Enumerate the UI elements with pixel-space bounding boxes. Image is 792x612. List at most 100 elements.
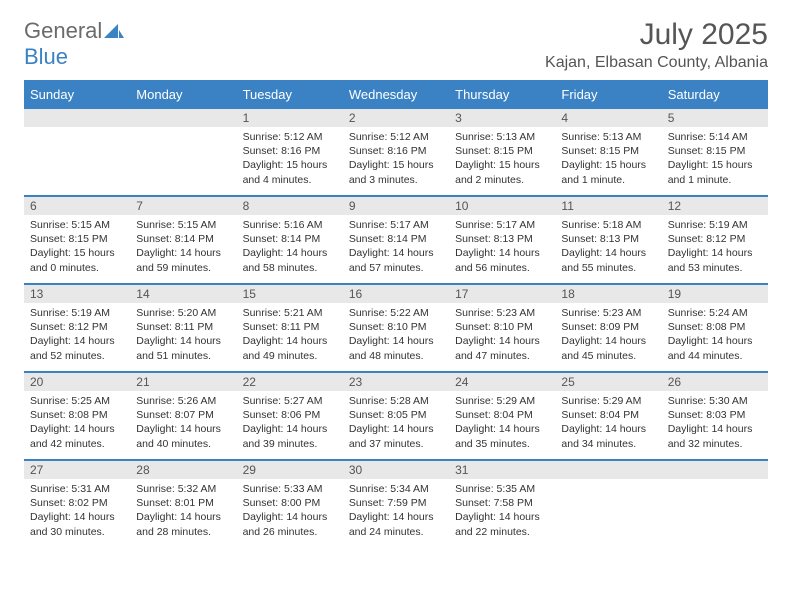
day-cell: 21Sunrise: 5:26 AMSunset: 8:07 PMDayligh… (130, 372, 236, 460)
sunset-line: Sunset: 8:02 PM (30, 497, 108, 509)
sunrise-line: Sunrise: 5:29 AM (455, 395, 535, 407)
day-number-empty (130, 109, 236, 127)
sunrise-line: Sunrise: 5:33 AM (243, 483, 323, 495)
day-number: 28 (130, 461, 236, 479)
day-number-empty (662, 461, 768, 479)
day-cell: 30Sunrise: 5:34 AMSunset: 7:59 PMDayligh… (343, 460, 449, 548)
day-body: Sunrise: 5:25 AMSunset: 8:08 PMDaylight:… (24, 391, 130, 455)
sunset-line: Sunset: 8:10 PM (349, 321, 427, 333)
weekday-header: Thursday (449, 81, 555, 108)
day-body: Sunrise: 5:17 AM Sunset: 8:14 PM Daylight:… (343, 215, 449, 279)
sunset-line: Sunset: 7:59 PM (349, 497, 427, 509)
day-number: 7 (130, 197, 236, 215)
day-body: Sunrise: 5:29 AMSunset: 8:04 PMDaylight:… (555, 391, 661, 455)
day-cell: 28Sunrise: 5:32 AMSunset: 8:01 PMDayligh… (130, 460, 236, 548)
day-number-empty (555, 461, 661, 479)
week-row: 1Sunrise: 5:12 AMSunset: 8:16 PMDaylight… (24, 108, 768, 196)
sunrise-line: Sunrise: 5:12 AM (243, 131, 323, 143)
daylight-line: Daylight: 14 hours and 51 minutes. (136, 335, 221, 361)
sunrise-line: Sunrise: 5:23 AM (455, 307, 535, 319)
sunrise-line: Sunrise: 5:34 AM (349, 483, 429, 495)
day-body-empty (662, 479, 768, 529)
logo-text-general: General (24, 18, 102, 43)
day-body: Sunrise: 5:20 AMSunset: 8:11 PMDaylight:… (130, 303, 236, 367)
sunset-line: Sunset: 8:04 PM (561, 409, 639, 421)
day-cell: 11Sunrise: 5:18 AMSunset: 8:13 PMDayligh… (555, 196, 661, 284)
day-body: Sunrise: 5:16 AMSunset: 8:14 PMDaylight:… (237, 215, 343, 279)
day-body: Sunrise: 5:23 AMSunset: 8:09 PMDaylight:… (555, 303, 661, 367)
day-number: 11 (555, 197, 661, 215)
sunrise-line: Sunrise: 5:12 AM (349, 131, 429, 143)
weekday-header-row: SundayMondayTuesdayWednesdayThursdayFrid… (24, 81, 768, 108)
sunrise-line: Sunrise: 5:21 AM (243, 307, 323, 319)
daylight-line: Daylight: 15 hours and 1 minute. (668, 159, 753, 185)
day-cell: 7Sunrise: 5:15 AMSunset: 8:14 PMDaylight… (130, 196, 236, 284)
daylight-line: Daylight: 14 hours and 47 minutes. (455, 335, 540, 361)
day-number: 25 (555, 373, 661, 391)
sunset-line: Sunset: 8:09 PM (561, 321, 639, 333)
day-cell: 8Sunrise: 5:16 AMSunset: 8:14 PMDaylight… (237, 196, 343, 284)
logo-sail-icon (104, 22, 124, 43)
sunrise-line: Sunrise: 5:17 AM (349, 219, 429, 231)
day-body: Sunrise: 5:15 AMSunset: 8:14 PMDaylight:… (130, 215, 236, 279)
day-number: 19 (662, 285, 768, 303)
day-number: 31 (449, 461, 555, 479)
daylight-line: Daylight: 14 hours and 40 minutes. (136, 423, 221, 449)
sunset-line: Sunset: 8:14 PM (243, 233, 321, 245)
weekday-header: Monday (130, 81, 236, 108)
day-cell: 17Sunrise: 5:23 AMSunset: 8:10 PMDayligh… (449, 284, 555, 372)
day-body-empty (24, 127, 130, 177)
sunrise-line: Sunrise: 5:19 AM (668, 219, 748, 231)
day-body: Sunrise: 5:14 AMSunset: 8:15 PMDaylight:… (662, 127, 768, 191)
day-body: Sunrise: 5:22 AMSunset: 8:10 PMDaylight:… (343, 303, 449, 367)
sunset-line: Sunset: 8:13 PM (561, 233, 639, 245)
sunrise-line: Sunrise: 5:16 AM (243, 219, 323, 231)
sunrise-line: Sunrise: 5:32 AM (136, 483, 216, 495)
sunrise-line: Sunrise: 5:15 AM (30, 219, 110, 231)
sunrise-line: Sunrise: 5:23 AM (561, 307, 641, 319)
daylight-line: Daylight: 14 hours and 35 minutes. (455, 423, 540, 449)
sunrise-line: Sunrise: 5:35 AM (455, 483, 535, 495)
week-row: 6Sunrise: 5:15 AMSunset: 8:15 PMDaylight… (24, 196, 768, 284)
sunrise-line: Sunrise: 5:20 AM (136, 307, 216, 319)
daylight-line: Daylight: 14 hours and 52 minutes. (30, 335, 115, 361)
day-cell (555, 460, 661, 548)
day-cell: 2Sunrise: 5:12 AMSunset: 8:16 PMDaylight… (343, 108, 449, 196)
sunrise-line: Sunrise: 5:30 AM (668, 395, 748, 407)
daylight-line: Daylight: 14 hours and 57 minutes. (349, 247, 434, 273)
day-number: 22 (237, 373, 343, 391)
day-body: Sunrise: 5:35 AMSunset: 7:58 PMDaylight:… (449, 479, 555, 543)
day-cell: 20Sunrise: 5:25 AMSunset: 8:08 PMDayligh… (24, 372, 130, 460)
daylight-line: Daylight: 15 hours and 0 minutes. (30, 247, 115, 273)
sunrise-line: Sunrise: 5:22 AM (349, 307, 429, 319)
sunset-line: Sunset: 8:15 PM (561, 145, 639, 157)
weekday-header: Wednesday (343, 81, 449, 108)
day-number: 21 (130, 373, 236, 391)
sunset-line: Sunset: 8:08 PM (30, 409, 108, 421)
weekday-header: Tuesday (237, 81, 343, 108)
daylight-line: Daylight: 15 hours and 4 minutes. (243, 159, 328, 185)
week-row: 13Sunrise: 5:19 AMSunset: 8:12 PMDayligh… (24, 284, 768, 372)
sunrise-line: Sunrise: 5:31 AM (30, 483, 110, 495)
sunrise-line: Sunrise: 5:15 AM (136, 219, 216, 231)
day-number: 9 (343, 197, 449, 215)
day-cell: 26Sunrise: 5:30 AMSunset: 8:03 PMDayligh… (662, 372, 768, 460)
day-body: Sunrise: 5:31 AMSunset: 8:02 PMDaylight:… (24, 479, 130, 543)
day-body: Sunrise: 5:23 AMSunset: 8:10 PMDaylight:… (449, 303, 555, 367)
sunset-line: Sunset: 8:01 PM (136, 497, 214, 509)
day-body: Sunrise: 5:27 AMSunset: 8:06 PMDaylight:… (237, 391, 343, 455)
day-body: Sunrise: 5:32 AMSunset: 8:01 PMDaylight:… (130, 479, 236, 543)
sunset-line: Sunset: 8:03 PM (668, 409, 746, 421)
sunrise-line: Sunrise: 5:24 AM (668, 307, 748, 319)
day-number: 23 (343, 373, 449, 391)
sunset-line: Sunset: 8:15 PM (455, 145, 533, 157)
sunset-line: Sunset: 7:58 PM (455, 497, 533, 509)
sunset-line: Sunset: 8:14 PM (349, 233, 427, 245)
sunset-line: Sunset: 8:05 PM (349, 409, 427, 421)
day-body: Sunrise: 5:19 AMSunset: 8:12 PMDaylight:… (24, 303, 130, 367)
sunset-line: Sunset: 8:14 PM (136, 233, 214, 245)
day-number: 15 (237, 285, 343, 303)
daylight-line: Daylight: 14 hours and 26 minutes. (243, 511, 328, 537)
day-cell: 3Sunrise: 5:13 AMSunset: 8:15 PMDaylight… (449, 108, 555, 196)
sunset-line: Sunset: 8:11 PM (243, 321, 320, 333)
